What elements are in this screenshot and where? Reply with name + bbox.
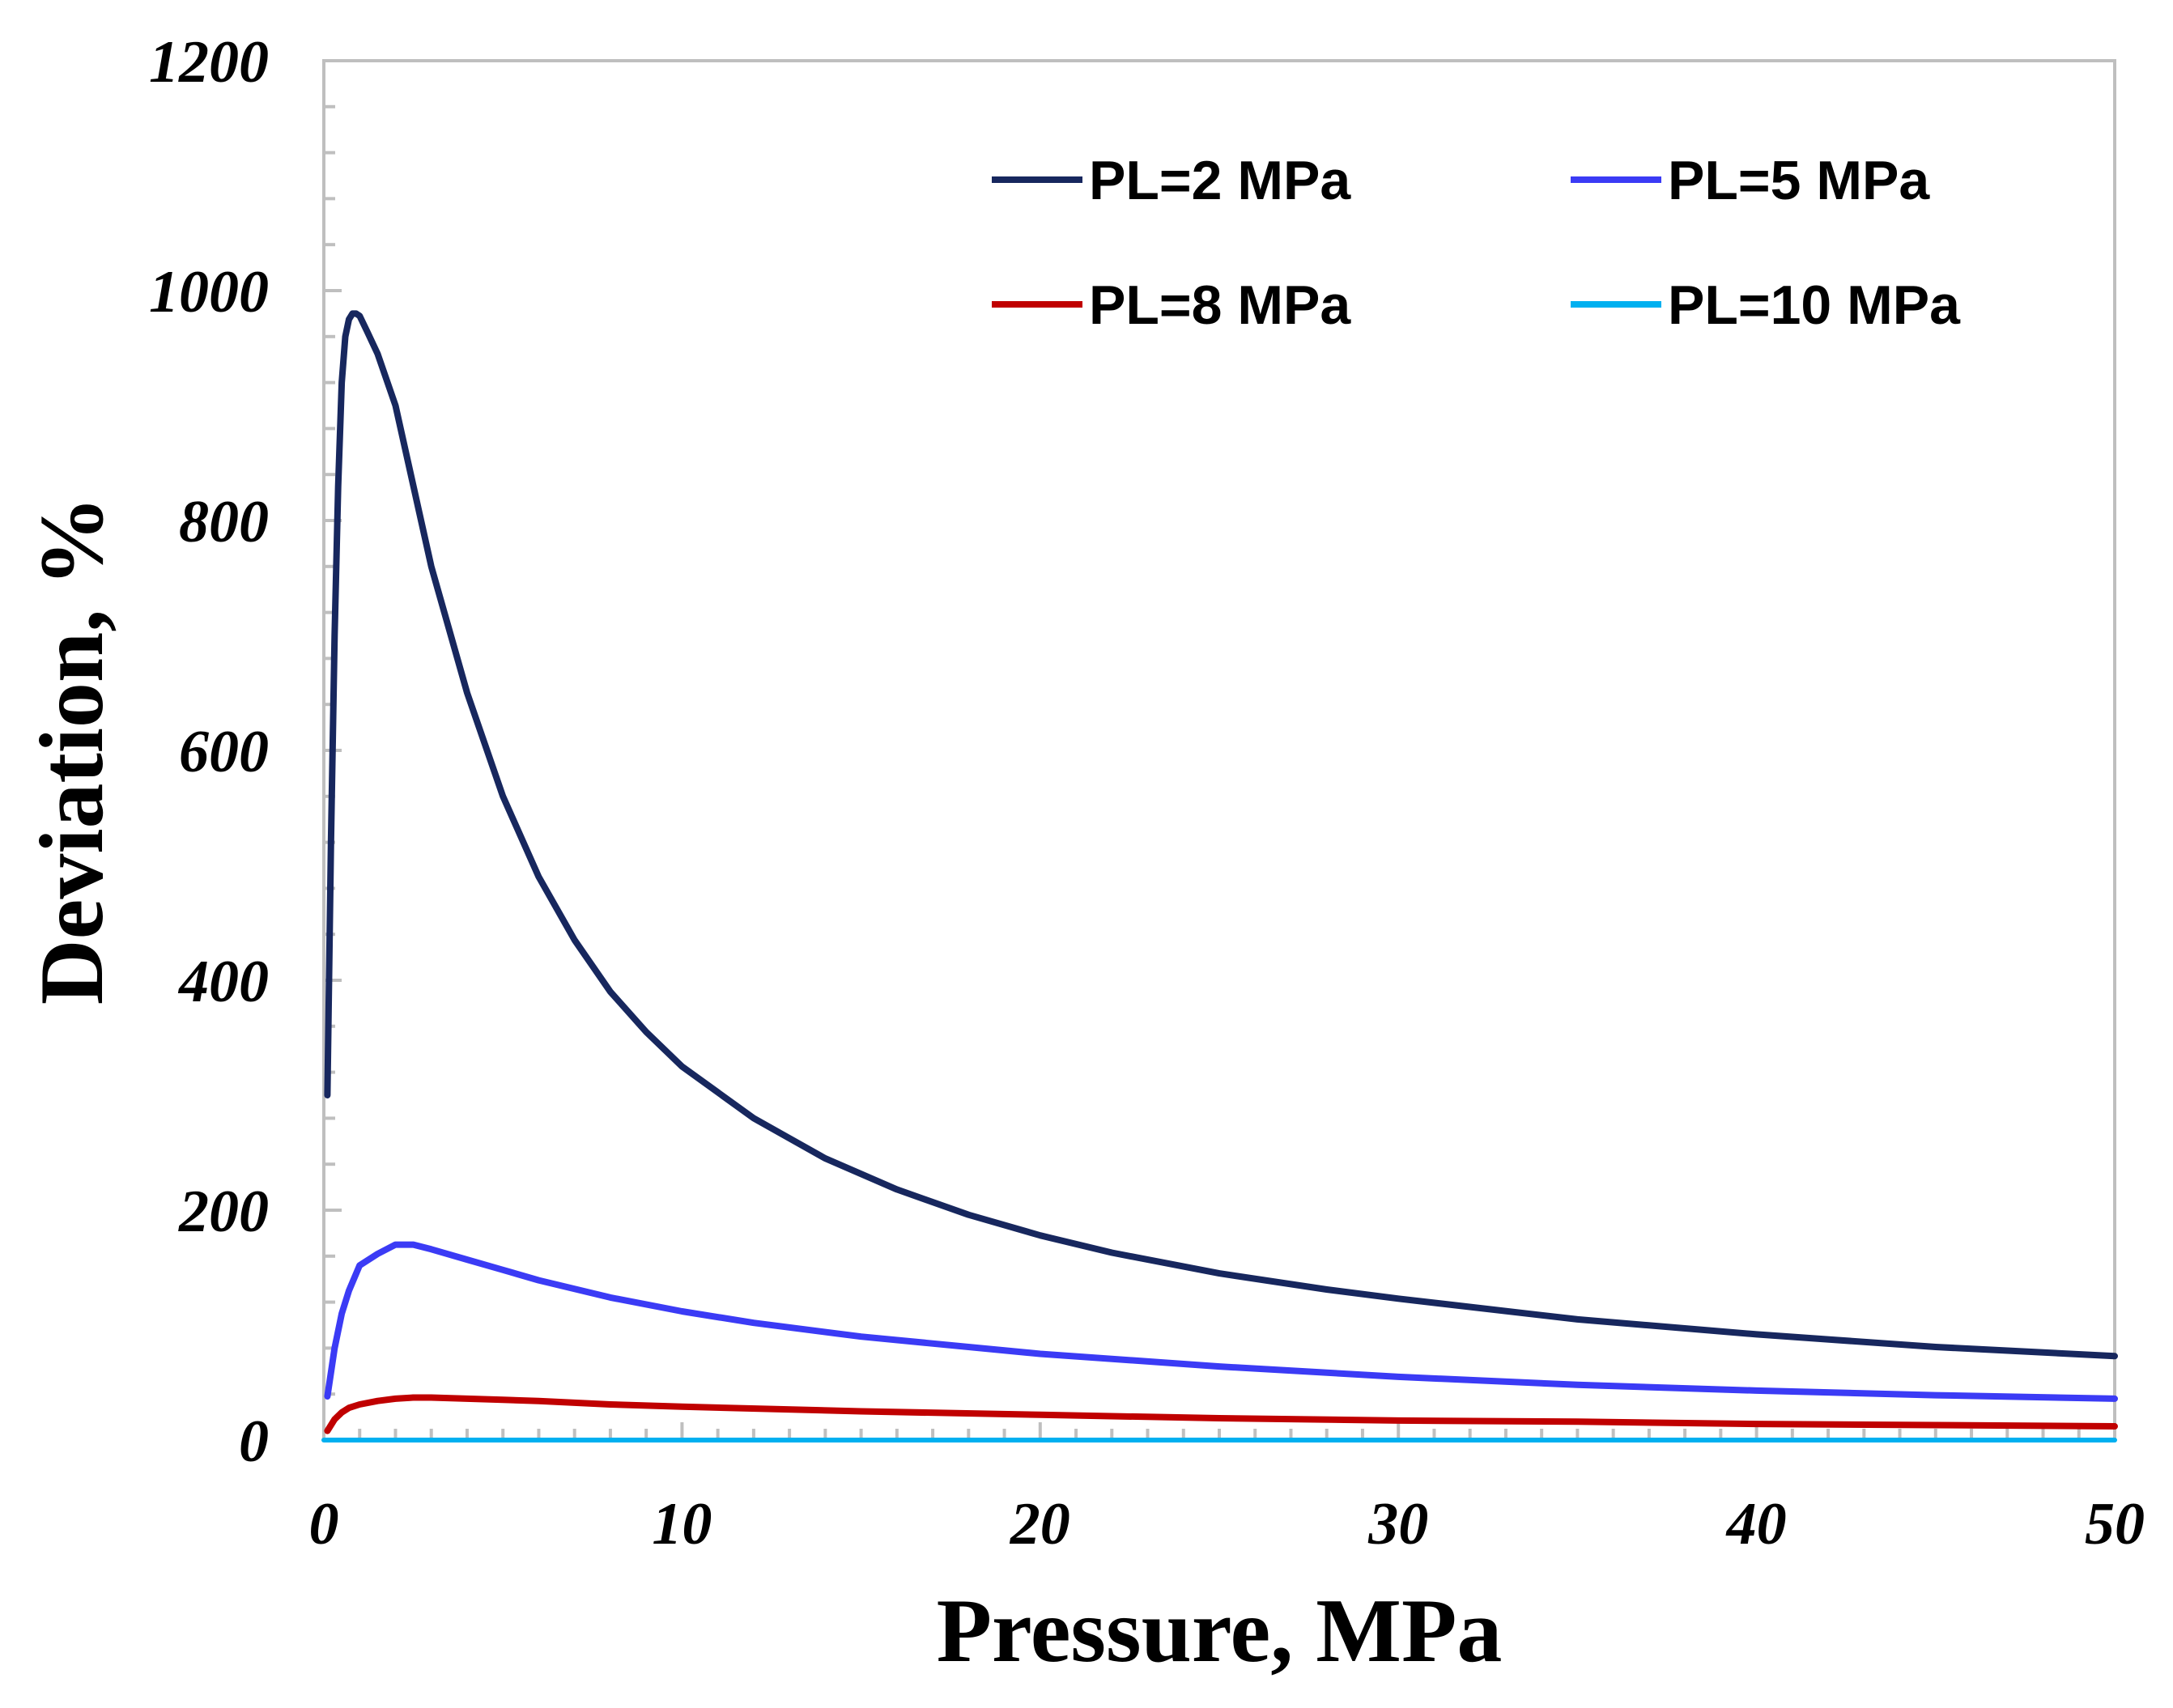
y-tick-label: 1200 (149, 29, 269, 96)
series-line-pl-5-mpa (324, 1241, 2118, 1402)
y-tick-label: 400 (177, 949, 269, 1015)
y-tick-label: 0 (239, 1408, 269, 1475)
x-axis-title: Pressure, MPa (937, 1581, 1503, 1681)
series-line-pl-8-mpa (324, 1394, 2118, 1434)
x-tick-label: 20 (1010, 1491, 1070, 1557)
legend: PL=2 MPa PL=5 MPa PL=8 MPa PL=10 MPa (992, 150, 1961, 336)
y-tick-label: 200 (178, 1179, 269, 1245)
legend-label: PL=10 MPa (1668, 274, 1961, 336)
series-line-pl-2-mpa (324, 310, 2118, 1360)
plot-area-frame (322, 59, 2116, 1442)
x-tick-label: 50 (2085, 1491, 2145, 1557)
y-tick-label: 600 (179, 719, 269, 785)
legend-label: PL=5 MPa (1668, 150, 1930, 211)
x-tick-label: 10 (652, 1491, 712, 1557)
y-tick-label: 1000 (149, 259, 269, 325)
x-tick-label: 30 (1367, 1491, 1428, 1557)
x-tick-label: 0 (309, 1491, 339, 1557)
y-axis-title: Deviation, % (22, 496, 122, 1005)
legend-label: PL=8 MPa (1089, 274, 1351, 336)
legend-label: PL=2 MPa (1089, 150, 1351, 211)
x-tick-label: 40 (1725, 1491, 1787, 1557)
y-tick-label: 800 (179, 489, 269, 555)
